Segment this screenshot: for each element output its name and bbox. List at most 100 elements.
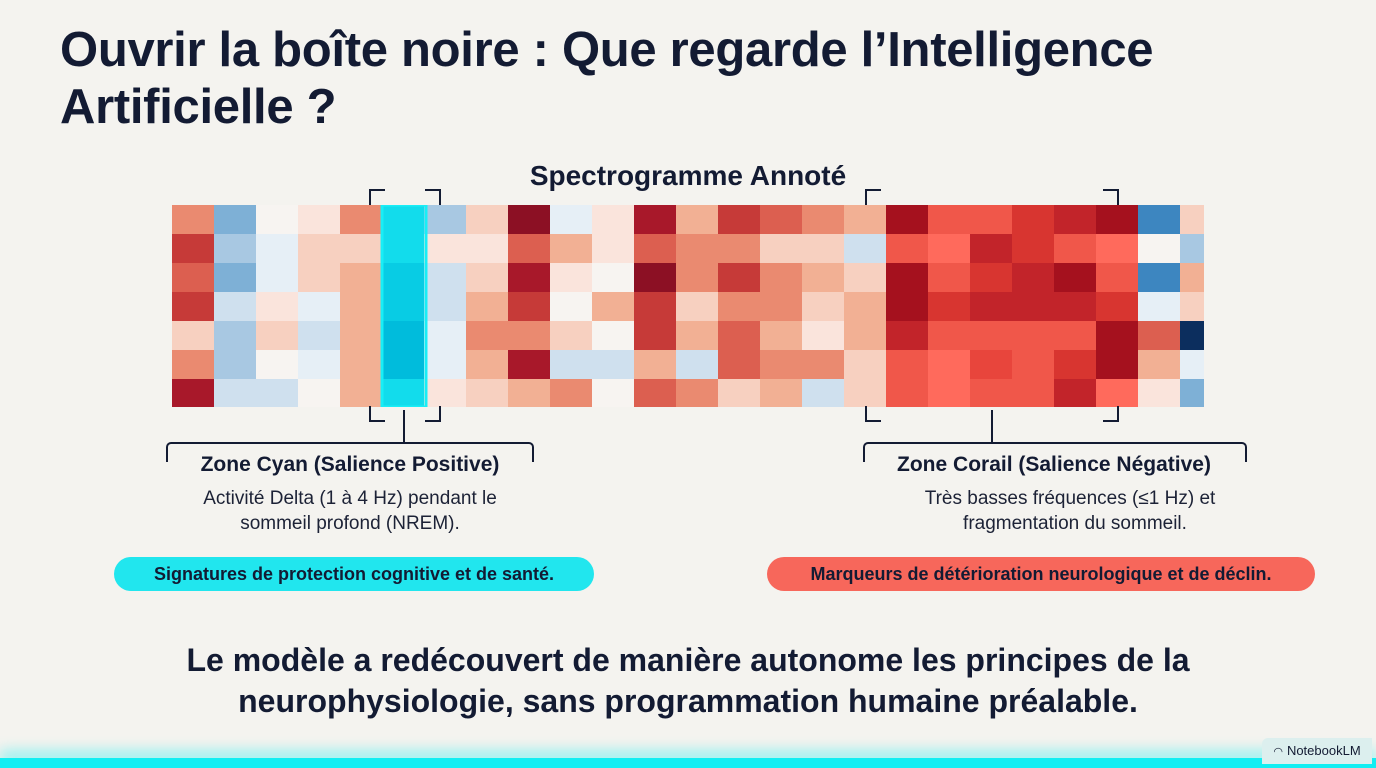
- heatmap-cell: [592, 292, 635, 322]
- heatmap-cell: [844, 205, 887, 235]
- cyan-zone-title: Zone Cyan (Salience Positive): [200, 453, 500, 476]
- heatmap-cell: [172, 234, 215, 264]
- notebooklm-logo-icon: ◠: [1273, 746, 1283, 758]
- heatmap-cell: [718, 321, 761, 351]
- heatmap-cell: [634, 205, 677, 235]
- heatmap-cell: [1054, 205, 1097, 235]
- heatmap-cell: [844, 321, 887, 351]
- heatmap-cell: [424, 379, 467, 407]
- heatmap-cell: [970, 234, 1013, 264]
- heatmap-cell: [1012, 205, 1055, 235]
- conclusion-text: Le modèle a redécouvert de manière auton…: [0, 640, 1376, 722]
- heatmap-cell: [844, 350, 887, 380]
- heatmap-cell: [550, 321, 593, 351]
- heatmap-cell: [256, 234, 299, 264]
- heatmap-cell: [214, 350, 257, 380]
- heatmap-cell: [382, 321, 425, 351]
- heatmap-cell: [550, 292, 593, 322]
- heatmap-cell: [718, 379, 761, 407]
- heatmap-cell: [172, 379, 215, 407]
- cyan-zone-bracket-br: [425, 406, 441, 422]
- heatmap-cell: [676, 263, 719, 293]
- heatmap-cell: [1096, 263, 1139, 293]
- heatmap-cell: [634, 350, 677, 380]
- heatmap-cell: [340, 321, 383, 351]
- heatmap-cell: [760, 205, 803, 235]
- heatmap-cell: [802, 321, 845, 351]
- heatmap-cell: [1180, 292, 1204, 322]
- heatmap-cell: [340, 234, 383, 264]
- heatmap-cell: [844, 263, 887, 293]
- heatmap-cell: [1054, 292, 1097, 322]
- heatmap-cell: [1096, 321, 1139, 351]
- heatmap-cell: [718, 263, 761, 293]
- heatmap-cell: [634, 292, 677, 322]
- heatmap-cell: [928, 379, 971, 407]
- heatmap-cell: [1138, 205, 1181, 235]
- heatmap-cell: [172, 350, 215, 380]
- heatmap-cell: [1012, 263, 1055, 293]
- coral-zone-pill: Marqueurs de détérioration neurologique …: [767, 557, 1315, 591]
- heatmap-cell: [886, 379, 929, 407]
- cyan-zone-bracket-tr: [425, 189, 441, 205]
- heatmap-cell: [1138, 292, 1181, 322]
- heatmap-cell: [508, 205, 551, 235]
- heatmap-cell: [676, 321, 719, 351]
- coral-zone-bracket-br: [1103, 406, 1119, 422]
- heatmap-cell: [214, 321, 257, 351]
- heatmap-cell: [172, 321, 215, 351]
- heatmap-cell: [1054, 263, 1097, 293]
- heatmap-cell: [760, 321, 803, 351]
- heatmap-cell: [1180, 263, 1204, 293]
- cyan-zone-bracket-bl: [369, 406, 385, 422]
- heatmap-cell: [592, 350, 635, 380]
- heatmap-cell: [928, 234, 971, 264]
- heatmap-cell: [256, 292, 299, 322]
- cyan-zone-pill: Signatures de protection cognitive et de…: [114, 557, 594, 591]
- heatmap-cell: [256, 379, 299, 407]
- heatmap-cell: [550, 379, 593, 407]
- heatmap-cell: [550, 263, 593, 293]
- heatmap-cell: [718, 234, 761, 264]
- coral-zone-bracket-tl: [865, 189, 881, 205]
- heatmap-cell: [634, 234, 677, 264]
- heatmap-cell: [592, 321, 635, 351]
- heatmap-cell: [508, 234, 551, 264]
- coral-zone-connector: [991, 410, 993, 442]
- heatmap-cell: [928, 350, 971, 380]
- heatmap-cell: [1138, 263, 1181, 293]
- heatmap-cell: [1054, 234, 1097, 264]
- heatmap-cell: [1180, 234, 1204, 264]
- notebooklm-label: NotebookLM: [1286, 743, 1361, 758]
- heatmap-cell: [424, 205, 467, 235]
- heatmap-cell: [1138, 379, 1181, 407]
- heatmap-cell: [424, 263, 467, 293]
- heatmap-cell: [760, 292, 803, 322]
- heatmap-cell: [592, 205, 635, 235]
- heatmap-cell: [298, 292, 341, 322]
- heatmap-cell: [718, 292, 761, 322]
- heatmap-cell: [928, 205, 971, 235]
- heatmap-cell: [592, 379, 635, 407]
- heatmap-cell: [1138, 350, 1181, 380]
- heatmap-cell: [214, 379, 257, 407]
- heatmap-cell: [1012, 379, 1055, 407]
- heatmap-cell: [676, 350, 719, 380]
- heatmap-cell: [718, 205, 761, 235]
- heatmap-cell: [802, 292, 845, 322]
- heatmap-cell: [844, 379, 887, 407]
- heatmap-cell: [676, 205, 719, 235]
- heatmap-cell: [802, 234, 845, 264]
- heatmap-cell: [760, 350, 803, 380]
- notebooklm-badge[interactable]: ◠ NotebookLM: [1262, 738, 1372, 764]
- heatmap-cell: [550, 350, 593, 380]
- heatmap-cell: [844, 292, 887, 322]
- heatmap-cell: [1012, 350, 1055, 380]
- heatmap-cell: [760, 234, 803, 264]
- heatmap-cell: [508, 350, 551, 380]
- heatmap-cell: [844, 234, 887, 264]
- heatmap-cell: [298, 263, 341, 293]
- coral-zone-desc-line1: Très basses fréquences (≤1 Hz) et: [924, 488, 1216, 509]
- heatmap-cell: [1138, 321, 1181, 351]
- heatmap-cell: [172, 263, 215, 293]
